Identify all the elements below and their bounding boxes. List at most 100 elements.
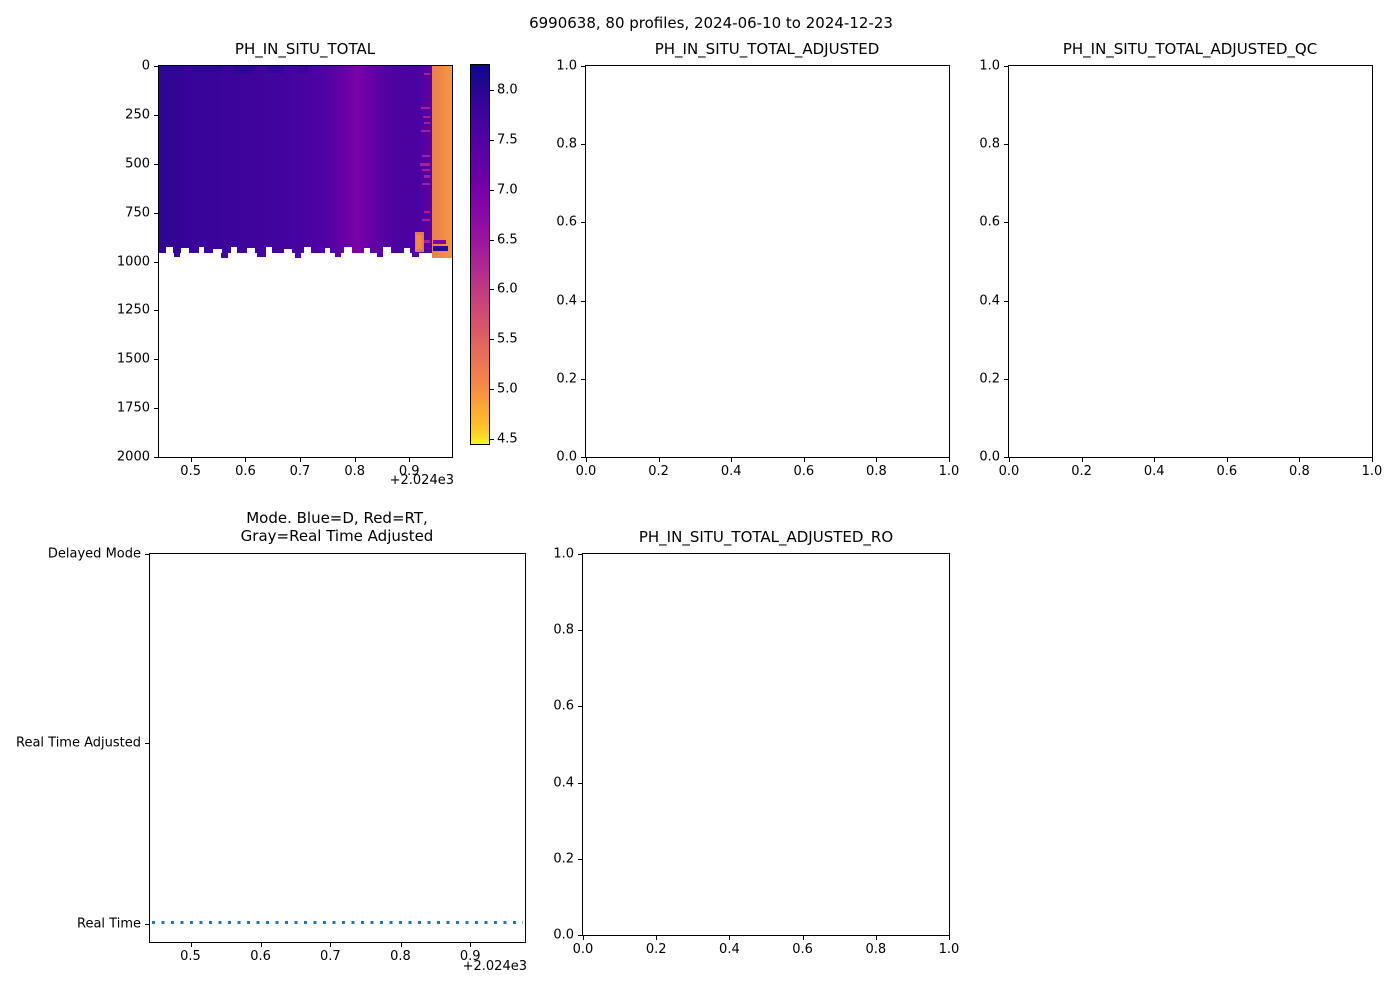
heatmap-detail-rect <box>296 66 309 73</box>
y-tick-mark <box>154 163 159 165</box>
plot-title-ph-adjusted-qc: PH_IN_SITU_TOTAL_ADJUSTED_QC <box>1062 40 1318 58</box>
x-tick-label: 0.5 <box>180 949 201 964</box>
x-tick-label: 0.4 <box>720 464 742 479</box>
y-tick-label: 0.6 <box>553 698 574 714</box>
y-tick-mark <box>1004 300 1009 302</box>
plot-ph-adjusted-ro: 0.0 0.2 0.4 0.6 0.8 1.0 1.0 0.8 0.6 0.4 0.2 0.0 <box>553 547 959 958</box>
y-tick-mark <box>1004 66 1009 67</box>
heatmap-bottom-notch <box>198 247 204 253</box>
x-tick-mark <box>470 942 472 947</box>
x-tick-label: 0.8 <box>1289 464 1310 479</box>
colorbar-tick-mark <box>489 90 494 91</box>
x-tick-mark <box>1372 457 1373 462</box>
y-tick-mark <box>154 66 159 67</box>
heatmap-detail-rect <box>432 246 448 252</box>
plot-ph-adjusted: 0.0 0.2 0.4 0.6 0.8 1.0 1.0 0.8 0.6 0.4 0.2 0.0 <box>556 59 959 480</box>
y-tick-label: Real Time <box>77 916 141 932</box>
heatmap-detail-rect <box>233 66 255 75</box>
y-tick-label: 0.8 <box>979 136 1000 152</box>
heatmap-bottom-notch <box>246 248 256 253</box>
y-tick-label: 250 <box>125 107 150 123</box>
x-tick-mark <box>949 457 950 462</box>
x-tick-mark <box>409 457 411 462</box>
x-tick-mark <box>354 457 356 462</box>
colorbar-tick-label: 8.0 <box>497 82 518 98</box>
mode-real-time-dotted-line <box>152 920 523 924</box>
x-tick-mark <box>245 457 247 462</box>
x-tick-label: 0.6 <box>250 949 271 964</box>
heatmap-bottom-tab <box>412 252 419 257</box>
x-tick-label: 0.8 <box>390 949 411 964</box>
x-tick-label: 0.0 <box>575 464 597 479</box>
heatmap-detail-rect <box>422 154 431 157</box>
y-tick-label: 2000 <box>116 449 150 465</box>
x-tick-mark <box>1081 457 1083 462</box>
x-tick-mark <box>875 935 877 940</box>
heatmap-bottom-notch <box>283 248 292 253</box>
x-tick-mark <box>658 457 660 462</box>
x-tick-mark <box>299 457 301 462</box>
x-tick-mark <box>586 457 587 462</box>
x-tick-label: 0.7 <box>320 949 341 964</box>
heatmap-detail-rect <box>420 107 431 110</box>
y-tick-label: 0.0 <box>979 449 1000 465</box>
x-tick-label: 0.4 <box>1143 464 1165 479</box>
heatmap-failure-stripe <box>432 66 452 258</box>
colorbar-tick-label: 6.0 <box>497 281 518 297</box>
colorbar-tick-label: 5.0 <box>497 381 518 397</box>
x-tick-mark <box>1009 457 1010 462</box>
colorbar-tick-mark <box>489 139 494 141</box>
x-tick-mark <box>190 457 192 462</box>
x-axis-offset-label-top: +2.024e3 <box>389 473 454 488</box>
colorbar-tick-mark <box>489 389 494 391</box>
heatmap-bottom-notch <box>230 247 237 253</box>
x-tick-label: 0.0 <box>572 942 594 957</box>
heatmap-body <box>159 66 452 258</box>
y-tick-label: 1.0 <box>556 58 577 74</box>
y-tick-label: 0.8 <box>556 136 577 152</box>
y-tick-label: 1500 <box>116 351 150 367</box>
y-tick-mark <box>578 935 583 936</box>
x-tick-mark <box>583 935 584 940</box>
x-tick-label: 0.6 <box>1216 464 1238 479</box>
colorbar-tick-mark <box>489 439 494 441</box>
y-tick-mark <box>154 261 159 263</box>
y-tick-mark <box>581 457 586 458</box>
y-tick-mark <box>1004 378 1009 380</box>
y-tick-label: 0.6 <box>979 214 1000 230</box>
heatmap-detail-rect <box>422 168 431 172</box>
x-tick-label: 0.9 <box>398 464 420 479</box>
y-tick-mark <box>1004 222 1009 224</box>
plot-title-mode: Mode. Blue=D, Red=RT, Gray=Real Time Adj… <box>240 509 434 545</box>
heatmap-bottom-tab <box>295 252 302 258</box>
plot-title-ph-adjusted: PH_IN_SITU_TOTAL_ADJUSTED <box>654 40 880 58</box>
colorbar-tick-label: 6.5 <box>497 232 518 248</box>
y-tick-label: Delayed Mode <box>47 546 141 562</box>
y-tick-label: 0.2 <box>556 371 577 387</box>
x-tick-label: 0.8 <box>865 942 887 957</box>
heatmap-detail-rect <box>420 129 431 132</box>
y-tick-mark <box>154 114 159 116</box>
y-tick-mark <box>154 457 159 458</box>
y-tick-mark <box>578 706 583 708</box>
x-tick-label: 0.4 <box>719 942 740 957</box>
x-tick-mark <box>803 457 805 462</box>
y-tick-label: 1000 <box>116 254 150 269</box>
y-tick-mark <box>581 66 586 67</box>
x-tick-label: 1.0 <box>938 464 960 479</box>
heatmap-bottom-notch <box>304 247 312 253</box>
colorbar-tick-mark <box>489 189 494 191</box>
y-tick-label: 1750 <box>116 400 150 416</box>
heatmap-detail-rect <box>421 182 430 186</box>
heatmap-detail-rect <box>192 66 224 74</box>
y-tick-mark <box>145 742 150 744</box>
heatmap-bottom-notch <box>324 248 331 253</box>
x-tick-label: 0.2 <box>645 942 667 957</box>
heatmap-detail-rect <box>159 66 181 75</box>
heatmap-bottom-notch <box>364 248 370 253</box>
x-tick-mark <box>1299 457 1301 462</box>
heatmap-detail-rect <box>422 115 430 118</box>
colorbar-tick-label: 4.5 <box>497 431 518 447</box>
colorbar-tick-mark <box>489 239 494 241</box>
y-tick-label: 0.4 <box>553 775 574 791</box>
